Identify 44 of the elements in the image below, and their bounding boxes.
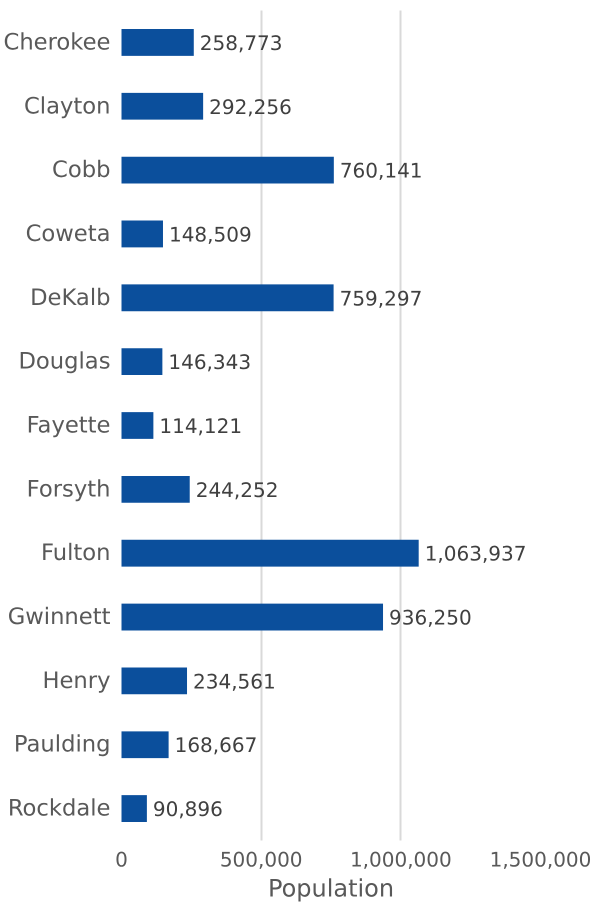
y-tick-label: Fayette <box>26 412 111 438</box>
data-label: 258,773 <box>200 30 283 55</box>
y-tick-label: Cherokee <box>4 29 111 56</box>
bar <box>122 412 154 439</box>
data-label: 114,121 <box>159 414 242 438</box>
y-tick-label: Fulton <box>40 540 111 566</box>
y-tick-label: Cobb <box>52 157 111 184</box>
data-label: 1,063,937 <box>424 542 526 566</box>
x-axis-title: Population <box>268 874 394 902</box>
y-tick-label: Paulding <box>14 732 111 758</box>
data-label: 760,141 <box>340 158 423 183</box>
data-label: 146,343 <box>168 350 252 374</box>
bar <box>122 795 147 822</box>
y-tick-label: Coweta <box>26 220 111 247</box>
bar <box>122 476 190 503</box>
x-tick-label: 0 <box>115 848 128 872</box>
data-label: 292,256 <box>209 94 292 119</box>
bar <box>122 731 169 758</box>
y-tick-label: DeKalb <box>30 284 111 311</box>
x-tick-label: 500,000 <box>220 848 303 872</box>
data-label: 234,561 <box>193 669 276 694</box>
data-label: 90,896 <box>152 797 223 822</box>
x-tick-label: 1,000,000 <box>350 848 452 872</box>
data-label: 759,297 <box>340 286 422 310</box>
bar <box>122 604 384 630</box>
bar <box>122 348 162 376</box>
y-tick-label: Douglas <box>18 348 110 375</box>
y-tick-label: Forsyth <box>26 476 111 502</box>
data-label: 148,509 <box>168 222 252 246</box>
data-label: 244,252 <box>196 478 278 502</box>
bar <box>122 29 194 56</box>
x-tick-label: 1,500,000 <box>490 848 592 872</box>
bar <box>122 156 334 184</box>
bar <box>122 92 204 120</box>
data-label: 168,667 <box>174 733 258 758</box>
data-label: 936,250 <box>389 606 472 630</box>
y-tick-label: Rockdale <box>8 796 111 822</box>
y-tick-label: Clayton <box>24 93 111 120</box>
bar <box>122 284 334 312</box>
bar <box>122 667 188 694</box>
y-tick-label: Henry <box>42 668 111 694</box>
bar <box>122 220 163 248</box>
y-tick-label: Gwinnett <box>8 604 111 630</box>
bar <box>122 540 419 567</box>
